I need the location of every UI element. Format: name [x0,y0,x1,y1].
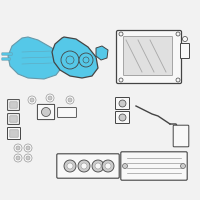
Circle shape [28,96,36,104]
Circle shape [16,146,20,150]
FancyBboxPatch shape [180,44,190,58]
FancyBboxPatch shape [2,58,10,60]
FancyBboxPatch shape [116,112,130,123]
Circle shape [16,156,20,160]
Circle shape [61,51,79,69]
FancyBboxPatch shape [8,128,21,140]
Circle shape [119,32,123,36]
Circle shape [119,78,123,82]
Circle shape [24,154,32,162]
FancyBboxPatch shape [58,108,76,117]
Circle shape [95,163,101,169]
Circle shape [122,164,128,168]
FancyBboxPatch shape [116,30,182,84]
Circle shape [176,78,180,82]
FancyBboxPatch shape [8,100,19,110]
Circle shape [119,100,126,107]
Circle shape [180,164,186,168]
Circle shape [81,163,87,169]
Circle shape [48,96,52,100]
FancyBboxPatch shape [173,125,189,147]
Circle shape [92,160,104,172]
Circle shape [26,156,30,160]
Circle shape [14,144,22,152]
Circle shape [67,163,73,169]
Circle shape [105,163,111,169]
Circle shape [66,56,74,64]
Circle shape [66,96,74,104]
Circle shape [182,36,188,42]
Circle shape [46,94,54,102]
Circle shape [24,144,32,152]
Circle shape [42,108,50,116]
FancyBboxPatch shape [10,130,18,137]
FancyBboxPatch shape [10,116,17,122]
Polygon shape [8,37,62,79]
Circle shape [26,146,30,150]
Circle shape [30,98,34,102]
Circle shape [68,98,72,102]
FancyBboxPatch shape [10,102,17,108]
Circle shape [14,154,22,162]
Polygon shape [52,37,98,78]
Circle shape [102,160,114,172]
FancyBboxPatch shape [121,152,187,180]
Circle shape [119,114,126,121]
FancyBboxPatch shape [57,154,119,178]
FancyBboxPatch shape [37,104,55,120]
FancyBboxPatch shape [8,114,19,124]
FancyBboxPatch shape [124,36,172,75]
Circle shape [83,57,89,63]
FancyBboxPatch shape [116,98,130,110]
FancyBboxPatch shape [2,53,12,55]
Circle shape [176,32,180,36]
Circle shape [79,53,93,67]
Circle shape [78,160,90,172]
Polygon shape [96,46,108,60]
Circle shape [64,160,76,172]
